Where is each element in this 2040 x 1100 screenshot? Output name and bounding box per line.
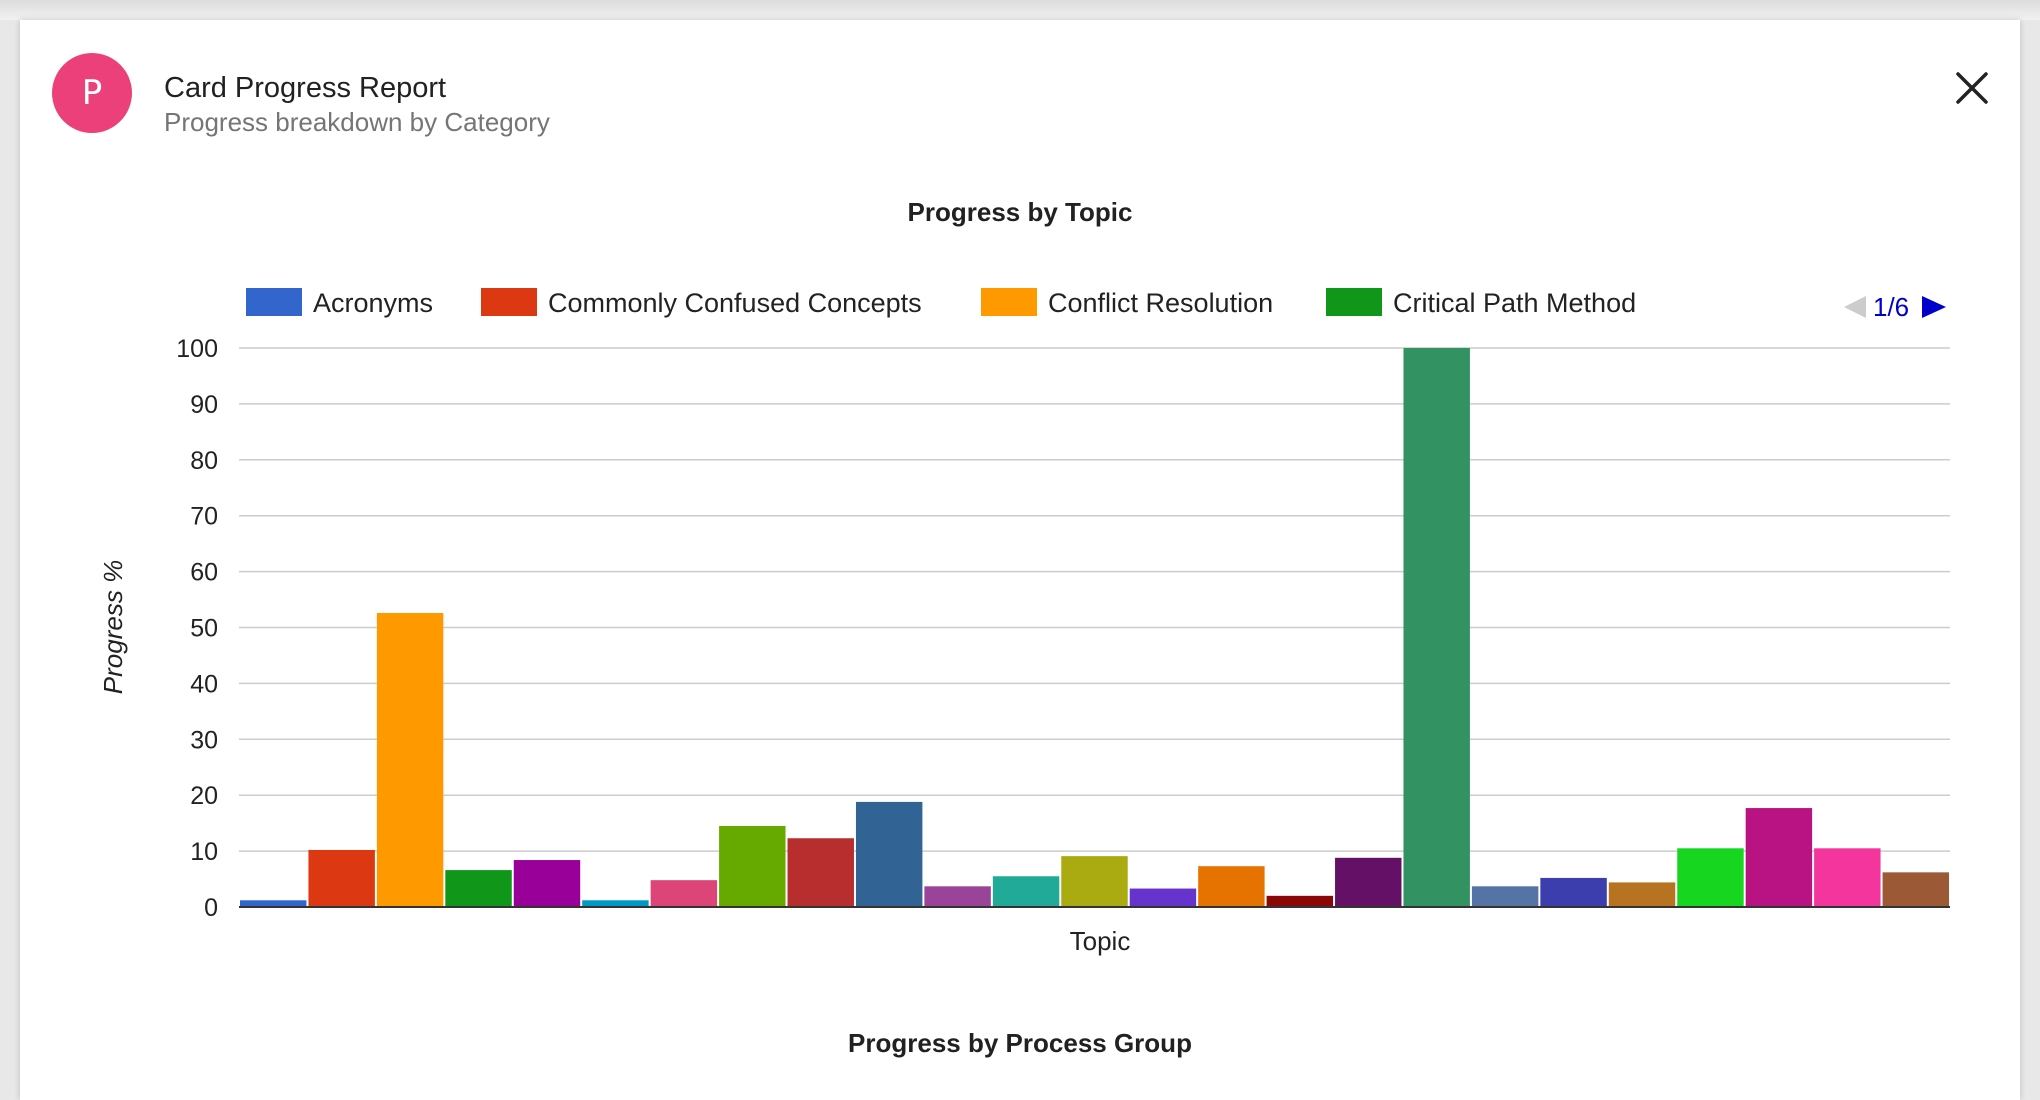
bar-4[interactable] bbox=[445, 870, 512, 907]
bar-1[interactable] bbox=[240, 900, 307, 907]
bar-22[interactable] bbox=[1677, 848, 1744, 907]
legend-label[interactable]: Conflict Resolution bbox=[1048, 288, 1273, 318]
x-axis-label: Topic bbox=[1070, 926, 1131, 956]
bar-15[interactable] bbox=[1198, 866, 1265, 907]
bar-2[interactable] bbox=[308, 849, 375, 907]
y-axis-ticks: 0 10 20 30 40 50 60 70 80 90 100 bbox=[176, 335, 218, 922]
y-tick-label: 70 bbox=[190, 503, 218, 531]
topic-progress-chart: Progress by Topic Acronyms Commonly Confu… bbox=[98, 197, 1950, 956]
bar-18[interactable] bbox=[1403, 348, 1470, 907]
bar-8[interactable] bbox=[719, 825, 786, 907]
y-tick-label: 40 bbox=[190, 670, 218, 698]
y-tick-label: 30 bbox=[190, 726, 218, 754]
legend-swatch bbox=[1326, 288, 1382, 316]
bar-11[interactable] bbox=[924, 886, 991, 907]
bar-21[interactable] bbox=[1608, 882, 1676, 907]
bar-25[interactable] bbox=[1882, 872, 1949, 907]
bar-7[interactable] bbox=[650, 880, 718, 907]
bar-14[interactable] bbox=[1129, 888, 1197, 907]
legend-swatch bbox=[981, 288, 1037, 316]
bar-16[interactable] bbox=[1266, 895, 1334, 907]
legend-swatch bbox=[246, 288, 302, 316]
chart-title: Progress by Topic bbox=[908, 197, 1133, 227]
y-tick-label: 100 bbox=[176, 335, 218, 363]
dialog-subtitle: Progress breakdown by Category bbox=[164, 107, 550, 137]
legend-label[interactable]: Commonly Confused Concepts bbox=[548, 288, 922, 318]
bar-19[interactable] bbox=[1471, 886, 1539, 907]
window-top-shade bbox=[0, 0, 2040, 20]
bar-23[interactable] bbox=[1745, 808, 1813, 907]
bar-10[interactable] bbox=[855, 801, 923, 907]
report-dialog: P Card Progress Report Progress breakdow… bbox=[20, 20, 2020, 1100]
legend-page-indicator: 1/6 bbox=[1873, 292, 1909, 322]
legend-pager: 1/6 bbox=[1844, 292, 1946, 322]
bar-24[interactable] bbox=[1814, 848, 1881, 907]
bar-5[interactable] bbox=[513, 860, 581, 907]
chart-gridlines bbox=[239, 347, 1950, 852]
legend-prev-icon[interactable] bbox=[1844, 296, 1866, 318]
bar-12[interactable] bbox=[992, 876, 1060, 907]
chart-bars bbox=[240, 348, 1949, 907]
chart-legend: Acronyms Commonly Confused Concepts Confli… bbox=[246, 288, 1636, 318]
y-axis-label: Progress % bbox=[98, 560, 128, 694]
y-tick-label: 20 bbox=[190, 782, 218, 810]
bar-3[interactable] bbox=[376, 612, 444, 907]
legend-next-icon[interactable] bbox=[1922, 296, 1946, 318]
bar-13[interactable] bbox=[1061, 856, 1128, 907]
legend-label[interactable]: Critical Path Method bbox=[1393, 288, 1636, 318]
y-tick-label: 50 bbox=[190, 615, 218, 643]
process-group-chart-title: Progress by Process Group bbox=[848, 1028, 1192, 1058]
bar-17[interactable] bbox=[1335, 857, 1402, 907]
bar-9[interactable] bbox=[787, 838, 854, 907]
y-tick-label: 90 bbox=[190, 391, 218, 419]
y-tick-label: 10 bbox=[190, 838, 218, 866]
avatar: P bbox=[52, 53, 132, 133]
legend-swatch bbox=[481, 288, 537, 316]
y-tick-label: 60 bbox=[190, 559, 218, 587]
dialog-title: Card Progress Report bbox=[164, 72, 447, 104]
legend-label[interactable]: Acronyms bbox=[313, 288, 433, 318]
bar-6[interactable] bbox=[582, 900, 649, 907]
y-tick-label: 80 bbox=[190, 447, 218, 475]
bar-20[interactable] bbox=[1540, 877, 1607, 907]
close-icon[interactable] bbox=[1950, 66, 1994, 110]
y-tick-label: 0 bbox=[204, 894, 218, 922]
